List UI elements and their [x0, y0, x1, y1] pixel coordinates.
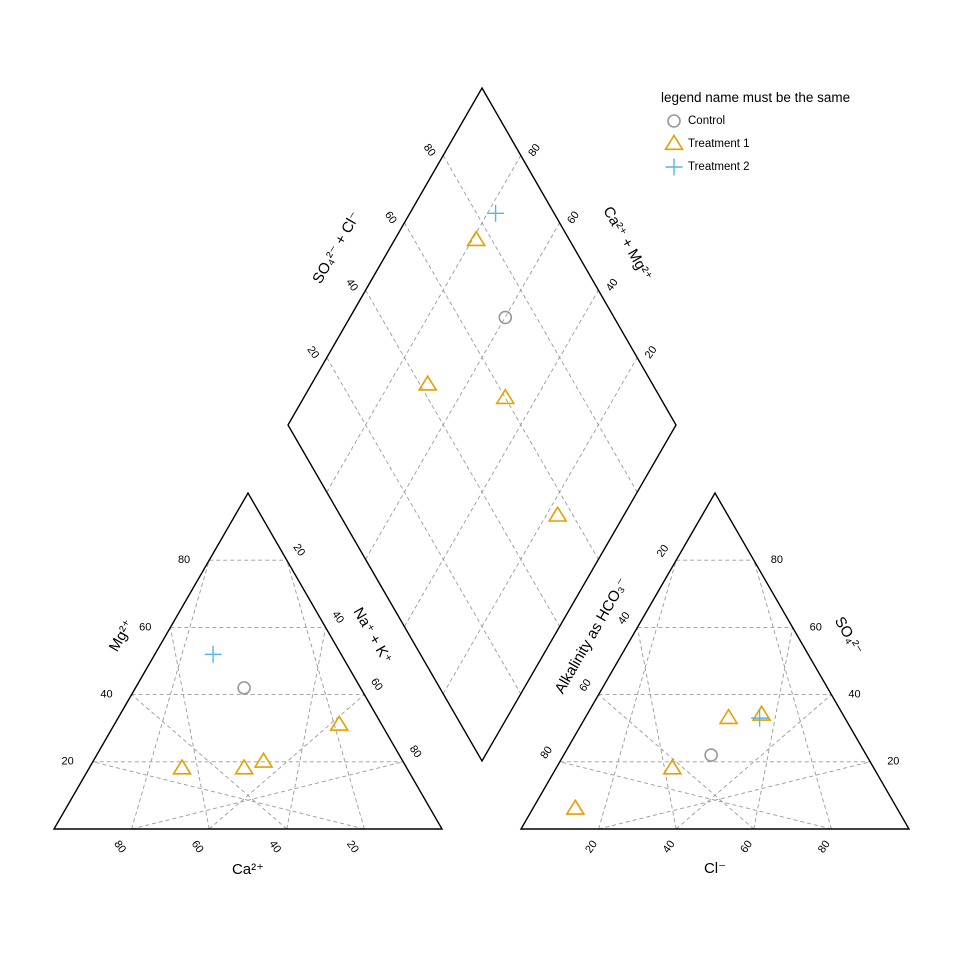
cation-left-tick-label: 40 — [100, 689, 112, 701]
cation-grid-leftward — [131, 694, 288, 830]
anion-grid-leftward — [559, 761, 832, 830]
anion-right-axis-title: SO₄²⁻ — [831, 614, 866, 658]
cation-point — [204, 645, 222, 663]
legend-title: legend name must be the same — [661, 90, 850, 105]
diamond-right-tick-label: 80 — [526, 142, 543, 159]
diamond-grid-b — [365, 222, 560, 560]
legend-key-circle — [667, 114, 681, 128]
anion-right-tick-label: 20 — [887, 756, 899, 768]
grid-layer — [92, 155, 871, 830]
legend: legend name must be the same Control Treat… — [661, 90, 850, 176]
cation-left-axis-title: Mg²⁺ — [106, 617, 138, 655]
legend-key-cross — [665, 158, 683, 176]
anion-left-tick-label: 80 — [538, 744, 555, 761]
anion-bottom-tick-label: 80 — [816, 838, 833, 855]
diamond-point — [466, 230, 487, 247]
diamond-left-axis-title: SO₄²⁻ + Cl⁻ — [309, 209, 364, 287]
diamond-grid-a — [404, 222, 599, 560]
diamond-left-tick-label: 60 — [382, 209, 399, 226]
anion-point — [751, 709, 769, 727]
anion-grid-rightward — [598, 761, 871, 830]
anion-bottom-tick-label: 20 — [583, 838, 600, 855]
anion-point — [751, 704, 772, 721]
anion-bottom-tick-label: 40 — [661, 838, 678, 855]
diamond-grid-a — [442, 155, 638, 493]
frame-layer — [52, 86, 911, 830]
cation-triangle-frame — [52, 491, 444, 830]
diamond-point — [495, 388, 516, 405]
diamond-right-tick-label: 60 — [565, 209, 582, 226]
cation-grid-rightward — [131, 761, 404, 830]
anion-bottom-axis-title: Cl⁻ — [704, 860, 726, 877]
cation-grid-leftward — [131, 560, 210, 830]
cation-right-tick-label: 20 — [290, 542, 307, 559]
cation-point — [237, 681, 251, 695]
diamond-grid-b — [442, 357, 638, 695]
diamond-right-axis-title: Ca²⁺ + Mg²⁺ — [599, 204, 655, 284]
cation-right-tick-label: 40 — [329, 609, 346, 626]
anion-point — [718, 708, 739, 725]
anion-grid-rightward — [675, 694, 832, 830]
diamond-point — [487, 204, 505, 222]
anion-left-axis-title: Alkalinity as HCO₃⁻ — [551, 575, 631, 697]
cation-grid-leftward — [92, 761, 365, 830]
anion-left-tick-label: 60 — [577, 677, 594, 694]
legend-label: Treatment 1 — [688, 138, 750, 150]
cation-right-tick-label: 80 — [407, 743, 424, 760]
cation-point — [329, 714, 350, 731]
diamond-left-tick-label: 20 — [304, 344, 321, 361]
cation-left-tick-label: 60 — [139, 621, 151, 633]
diamond-point — [417, 374, 438, 391]
cation-bottom-tick-label: 40 — [266, 838, 283, 855]
anion-grid-rightward — [753, 627, 794, 830]
anion-grid-leftward — [598, 694, 755, 830]
cation-point — [253, 751, 274, 768]
cation-right-tick-label: 60 — [368, 676, 385, 693]
diamond-right-tick-label: 40 — [604, 277, 621, 294]
anion-right-tick-label: 40 — [848, 689, 860, 701]
diamond-grid-a — [365, 289, 560, 627]
legend-key-triangle — [664, 133, 684, 151]
anion-point — [565, 798, 586, 815]
diamond-right-tick-label: 20 — [643, 344, 660, 361]
cation-grid-leftward — [169, 627, 210, 830]
cation-bottom-tick-label: 80 — [111, 838, 128, 855]
diamond-left-tick-label: 40 — [343, 277, 360, 294]
anion-grid-leftward — [636, 627, 677, 830]
diamond-frame — [287, 86, 677, 763]
diamond-grid-a — [326, 357, 522, 695]
legend-label: Treatment 2 — [688, 161, 750, 173]
diamond-grid-b — [404, 289, 599, 627]
cation-point — [172, 758, 192, 775]
anion-bottom-tick-label: 60 — [738, 838, 755, 855]
anion-grid-rightward — [753, 560, 832, 830]
cation-right-axis-title: Na⁺ + K⁺ — [350, 605, 396, 667]
cation-grid-rightward — [286, 560, 365, 830]
anion-grid-leftward — [598, 560, 677, 830]
diamond-point — [547, 505, 568, 522]
anion-left-tick-label: 20 — [655, 543, 672, 560]
cation-bottom-tick-label: 60 — [189, 838, 206, 855]
cation-left-tick-label: 20 — [62, 756, 74, 768]
diamond-grid-b — [326, 155, 522, 493]
anion-right-tick-label: 60 — [810, 621, 822, 633]
anion-right-tick-label: 80 — [771, 554, 783, 566]
point-layer — [172, 204, 772, 815]
anion-left-tick-label: 40 — [616, 610, 633, 627]
anion-point — [662, 758, 683, 775]
cation-left-tick-label: 80 — [178, 554, 190, 566]
anion-point — [704, 748, 718, 762]
cation-grid-rightward — [286, 627, 327, 830]
tick-layer: 80 20 20 20 20 20 20 20 60 40 40 40 40 40 40 40 40 60 60 60… — [62, 142, 900, 856]
diamond-left-tick-label: 80 — [421, 142, 438, 159]
diamond-point — [498, 310, 513, 325]
cation-bottom-tick-label: 20 — [344, 838, 361, 855]
anion-triangle-frame — [519, 491, 911, 830]
legend-label: Control — [688, 115, 725, 127]
cation-bottom-axis-title: Ca²⁺ — [232, 861, 264, 878]
cation-point — [234, 758, 255, 775]
